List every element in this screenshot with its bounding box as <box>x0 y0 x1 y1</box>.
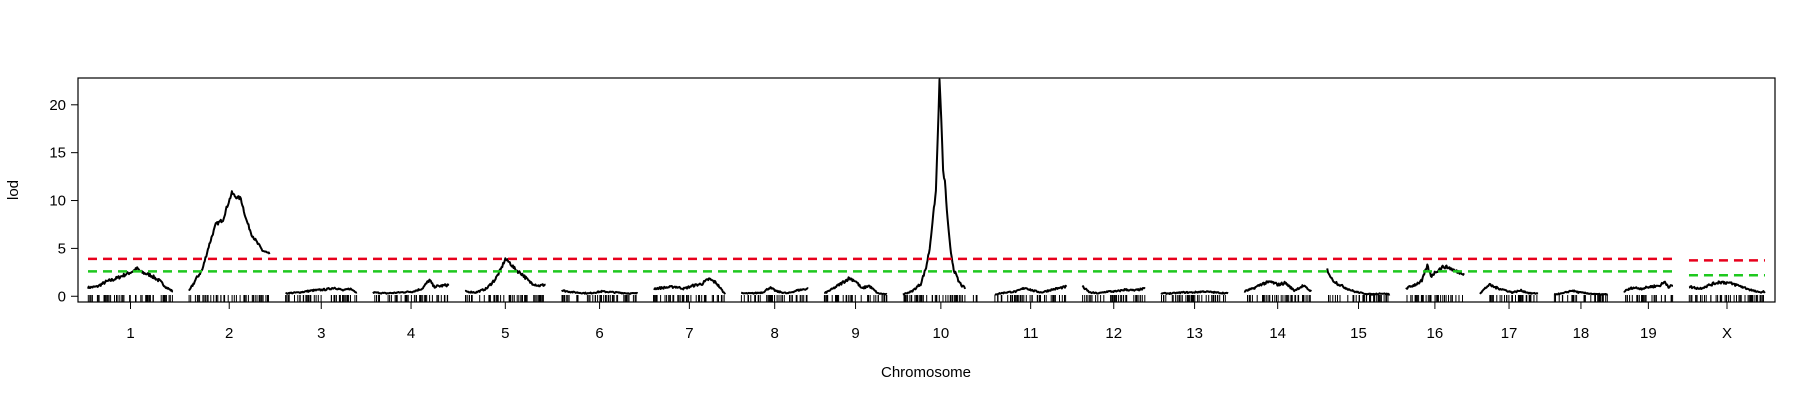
x-tick-label-chr-11: 11 <box>1023 325 1039 342</box>
marker-rug-chr-15 <box>1328 295 1389 302</box>
lod-curve-chr-3 <box>285 286 358 295</box>
lod-curve-chr-18 <box>1553 289 1609 296</box>
lod-curve-chr-10 <box>902 78 967 296</box>
lod-curve-chr-17 <box>1479 282 1539 295</box>
x-tick-label-chr-3: 3 <box>317 325 325 342</box>
marker-rug-chr-3 <box>285 295 358 302</box>
plot-content <box>87 78 1766 302</box>
marker-rug-chr-4 <box>374 295 449 302</box>
y-axis: 0 5 10 15 20 <box>49 97 79 305</box>
marker-rug-chr-16 <box>1406 295 1463 302</box>
x-tick-label-chr-10: 10 <box>933 325 950 342</box>
y-tick-label-10: 10 <box>49 193 66 210</box>
x-tick-label-chr-9: 9 <box>851 325 859 342</box>
marker-rug-chr-5 <box>465 295 544 302</box>
lod-curve-chr-X <box>1688 280 1766 294</box>
lod-curve-chr-7 <box>653 277 726 295</box>
marker-rug-chr-11 <box>994 295 1067 302</box>
x-tick-label-chr-16: 16 <box>1427 325 1444 342</box>
lod-curve-chr-2 <box>188 190 271 292</box>
x-tick-label-chr-18: 18 <box>1573 325 1590 342</box>
x-tick-label-chr-2: 2 <box>225 325 233 342</box>
marker-rug-chr-13 <box>1161 295 1226 302</box>
lod-curve-chr-6 <box>561 289 639 295</box>
lod-curve-chr-13 <box>1160 290 1229 295</box>
x-tick-label-chr-X: X <box>1722 325 1732 342</box>
marker-rug-chr-6 <box>561 295 637 302</box>
x-tick-label-chr-4: 4 <box>407 325 415 342</box>
marker-rug-chr-8 <box>740 295 808 302</box>
x-tick-label-chr-15: 15 <box>1350 325 1367 342</box>
lod-curve-chr-9 <box>824 276 888 296</box>
x-tick-label-chr-13: 13 <box>1186 325 1203 342</box>
x-tick-label-chr-6: 6 <box>595 325 603 342</box>
marker-rug-chr-2 <box>188 295 269 302</box>
y-tick-label-15: 15 <box>49 145 66 162</box>
x-tick-label-chr-8: 8 <box>771 325 779 342</box>
marker-rug-chr-X <box>1688 295 1764 302</box>
y-tick-label-5: 5 <box>58 240 66 257</box>
marker-rug-chr-19 <box>1625 295 1674 302</box>
marker-rug-chr-17 <box>1489 295 1538 302</box>
lod-curve-chr-8 <box>740 286 809 295</box>
x-tick-label-chr-19: 19 <box>1640 325 1657 342</box>
lod-curve-chr-12 <box>1081 285 1146 295</box>
marker-rug-chr-1 <box>87 295 173 302</box>
x-tick-label-chr-17: 17 <box>1501 325 1518 342</box>
marker-rug-chr-7 <box>653 295 725 302</box>
marker-rug-chr-10 <box>903 295 978 302</box>
marker-rug-chr-14 <box>1247 295 1311 302</box>
lod-curve-chr-5 <box>464 257 546 294</box>
x-tick-label-chr-5: 5 <box>501 325 509 342</box>
lod-curve-chr-15 <box>1326 268 1391 296</box>
x-tick-label-chr-1: 1 <box>126 325 134 342</box>
lod-curve-chr-14 <box>1243 280 1313 293</box>
lod-curve-chr-1 <box>87 266 174 293</box>
marker-rug-chr-12 <box>1082 295 1146 302</box>
lod-curve-chr-16 <box>1405 263 1465 290</box>
x-tick-label-chr-14: 14 <box>1269 325 1286 342</box>
x-tick-label-chr-7: 7 <box>685 325 693 342</box>
y-tick-label-20: 20 <box>49 97 66 114</box>
marker-rug-chr-9 <box>823 295 888 302</box>
x-axis: 1 2 3 4 5 6 7 8 9 10 11 12 13 14 15 16 17 18 19 X <box>126 301 1732 342</box>
y-tick-label-0: 0 <box>58 288 66 305</box>
lod-curve-chr-4 <box>372 278 450 295</box>
y-axis-title: lod <box>5 180 22 200</box>
x-axis-title: Chromosome <box>881 364 971 381</box>
lod-curve-chr-19 <box>1623 280 1674 293</box>
x-tick-label-chr-12: 12 <box>1105 325 1122 342</box>
lod-curve-chr-11 <box>994 284 1068 296</box>
marker-rug-chr-18 <box>1553 295 1608 302</box>
